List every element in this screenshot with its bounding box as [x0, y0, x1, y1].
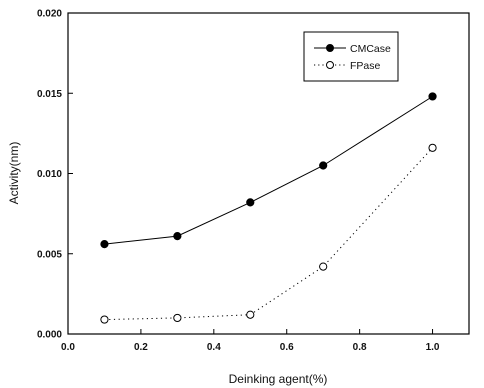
y-tick-label: 0.020: [37, 9, 62, 20]
y-tick-label: 0.000: [37, 330, 62, 341]
x-tick-label: 0.8: [353, 342, 367, 353]
data-point-cmcase: [173, 231, 182, 241]
x-axis-ticks: 0.0 0.2 0.4 0.6 0.8 1.0: [61, 329, 440, 353]
data-point-cmcase: [319, 161, 328, 170]
legend: CMCase FPase: [303, 31, 399, 82]
data-point-fpase: [428, 143, 437, 152]
legend-marker-cmcase: [326, 44, 334, 52]
y-tick-label: 0.005: [37, 249, 62, 260]
x-tick-label: 0.4: [207, 342, 221, 353]
data-point-fpase: [173, 313, 182, 323]
series-layer: [100, 92, 437, 324]
y-axis-title: Activity(nm): [7, 142, 21, 205]
legend-marker-fpase: [326, 61, 334, 69]
y-tick-label: 0.015: [37, 89, 62, 100]
data-point-fpase: [319, 262, 328, 271]
x-tick-label: 0.6: [280, 342, 294, 353]
legend-label-fpase: FPase: [350, 60, 381, 72]
x-tick-label: 0.0: [61, 342, 75, 353]
data-point-cmcase: [100, 240, 109, 249]
data-point-fpase: [246, 310, 255, 319]
legend-box: [303, 31, 399, 82]
x-tick-label: 0.2: [134, 342, 148, 353]
data-point-cmcase: [428, 92, 437, 101]
data-point-fpase: [100, 315, 109, 324]
y-tick-label: 0.010: [37, 169, 62, 180]
legend-label-cmcase: CMCase: [350, 43, 391, 55]
x-tick-label: 1.0: [426, 342, 440, 353]
data-point-cmcase: [246, 198, 255, 207]
x-axis-title: Deinking agent(%): [229, 372, 328, 386]
y-axis-ticks: 0.000 0.005 0.010 0.015 0.020: [37, 9, 73, 341]
